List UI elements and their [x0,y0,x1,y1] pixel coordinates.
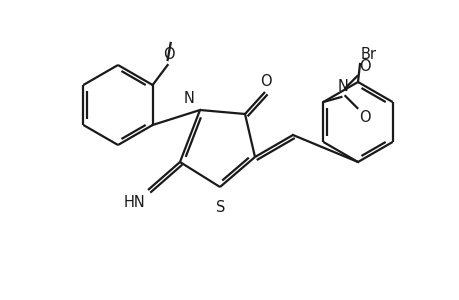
Text: HN: HN [123,195,145,210]
Text: O: O [162,47,174,62]
Text: O: O [358,59,370,74]
Text: N: N [184,91,195,106]
Text: O: O [260,74,271,89]
Text: O: O [358,110,370,125]
Text: S: S [216,200,225,215]
Text: Br: Br [360,47,376,62]
Text: N: N [337,79,348,94]
